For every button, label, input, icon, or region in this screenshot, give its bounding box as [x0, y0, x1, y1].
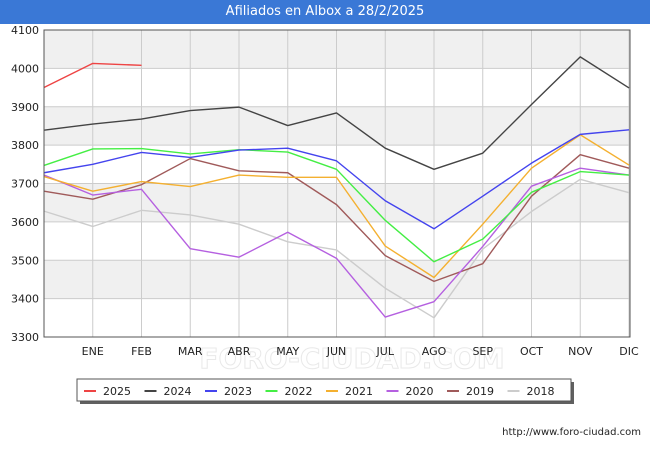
- y-tick-label: 3800: [11, 139, 39, 152]
- x-tick-label: FEB: [131, 345, 152, 358]
- y-tick-label: 4000: [11, 62, 39, 75]
- legend-box: [76, 378, 572, 402]
- y-tick-label: 3700: [11, 178, 39, 191]
- series-line-2023: [43, 129, 630, 230]
- chart-title: Afiliados en Albox a 28/2/2025: [0, 0, 650, 24]
- x-tick-label: JUN: [326, 345, 347, 358]
- y-tick-label: 3900: [11, 101, 39, 114]
- series-lines: [43, 56, 630, 319]
- legend-label: 2024: [164, 385, 192, 398]
- legend-label: 2022: [285, 385, 313, 398]
- x-tick-label: SEP: [472, 345, 493, 358]
- legend-label: 2021: [345, 385, 373, 398]
- x-tick-label: MAY: [276, 345, 299, 358]
- legend-label: 2023: [224, 385, 252, 398]
- x-tick-label: ENE: [82, 345, 104, 358]
- x-tick-label: NOV: [568, 345, 593, 358]
- series-line-2019: [43, 154, 630, 283]
- series-line-2025: [43, 62, 142, 89]
- source-url: http://www.foro-ciudad.com: [502, 427, 641, 438]
- series-line-2021: [43, 134, 630, 279]
- legend-label: 2018: [527, 385, 555, 398]
- x-tick-label: ABR: [228, 345, 251, 358]
- series-line-2022: [43, 147, 630, 263]
- series-line-2018: [43, 178, 630, 319]
- x-tick-label: OCT: [520, 345, 543, 358]
- series-line-2024: [43, 56, 630, 171]
- legend-label: 2019: [466, 385, 494, 398]
- x-tick-label: AGO: [422, 345, 447, 358]
- watermark: FORO-CIUDAD.COM: [199, 342, 504, 375]
- x-tick-label: MAR: [178, 345, 203, 358]
- x-tick-label: JUL: [376, 345, 395, 358]
- y-tick-label: 4100: [11, 24, 39, 37]
- y-tick-label: 3600: [11, 216, 39, 229]
- y-tick-label: 3500: [11, 254, 39, 267]
- legend-label: 2020: [406, 385, 434, 398]
- series-line-2020: [43, 167, 630, 318]
- y-axis-ticks: 3300 3400 3500 3600 3700 3800 3900 4000 4100: [11, 24, 39, 344]
- y-tick-label: 3400: [11, 293, 39, 306]
- x-tick-label: DIC: [619, 345, 639, 358]
- legend-label: 2025: [103, 385, 131, 398]
- plot-frame: [43, 29, 631, 338]
- legend: 2025 2024 2023 2022 2021 2020 2019 2018: [76, 378, 574, 404]
- y-tick-label: 3300: [11, 331, 39, 344]
- x-axis-ticks: ENE FEB MAR ABR MAY JUN JUL AGO SEP OCT NOV DIC: [82, 345, 639, 358]
